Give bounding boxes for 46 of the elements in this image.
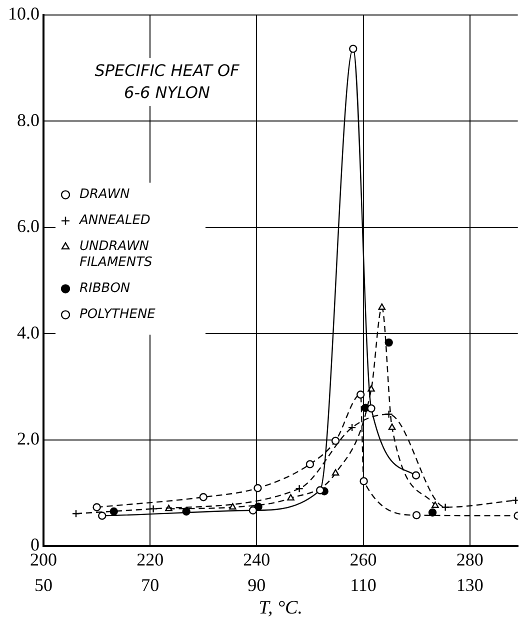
point bbox=[229, 503, 236, 510]
point bbox=[254, 484, 262, 492]
y-tick-label: 10.0 bbox=[8, 4, 40, 24]
point bbox=[412, 471, 420, 480]
legend-label: DRAWN bbox=[80, 187, 130, 202]
y-tick-label: 8.0 bbox=[17, 110, 40, 130]
point bbox=[98, 512, 106, 520]
point bbox=[378, 303, 386, 310]
y-tick-label: 2.0 bbox=[17, 428, 40, 448]
x-tick-label: 240 bbox=[243, 550, 270, 570]
x2-tick-label: 50 bbox=[34, 575, 52, 596]
point bbox=[432, 502, 439, 508]
y-tick-label: 4.0 bbox=[17, 322, 40, 342]
x-axis-title: T, °C. bbox=[258, 598, 302, 619]
point bbox=[388, 423, 396, 430]
legend-label: POLYTHENE bbox=[80, 307, 156, 322]
point bbox=[356, 390, 365, 399]
point bbox=[349, 44, 358, 53]
point bbox=[367, 404, 376, 413]
point bbox=[348, 423, 356, 432]
point bbox=[306, 460, 314, 468]
point bbox=[384, 338, 393, 347]
point bbox=[295, 484, 304, 493]
point bbox=[428, 508, 437, 517]
legend-label: UNDRAWN FILAMENTS bbox=[80, 239, 152, 270]
point bbox=[72, 509, 80, 518]
x2-tick-label: 110 bbox=[350, 575, 376, 596]
x-tick-label: 280 bbox=[456, 550, 484, 570]
x2-tick-label: 90 bbox=[248, 575, 266, 596]
x2-tick-label: 70 bbox=[141, 575, 160, 596]
x2-tick-label: 130 bbox=[456, 575, 484, 596]
point bbox=[360, 477, 368, 486]
legend-label: RIBBON bbox=[80, 281, 130, 296]
point bbox=[412, 511, 421, 520]
point bbox=[92, 503, 101, 512]
chart-title: SPECIFIC HEAT OF 6-6 NYLON bbox=[94, 61, 240, 102]
point bbox=[199, 493, 208, 502]
point bbox=[287, 494, 294, 501]
legend-label: ANNEALED bbox=[78, 213, 150, 228]
point bbox=[331, 436, 340, 445]
x-tick-label: 220 bbox=[136, 550, 164, 570]
x-tick-label: 260 bbox=[350, 550, 377, 570]
y-tick-label: 6.0 bbox=[17, 216, 40, 236]
point bbox=[332, 469, 340, 476]
point bbox=[441, 503, 450, 512]
point bbox=[384, 410, 393, 418]
